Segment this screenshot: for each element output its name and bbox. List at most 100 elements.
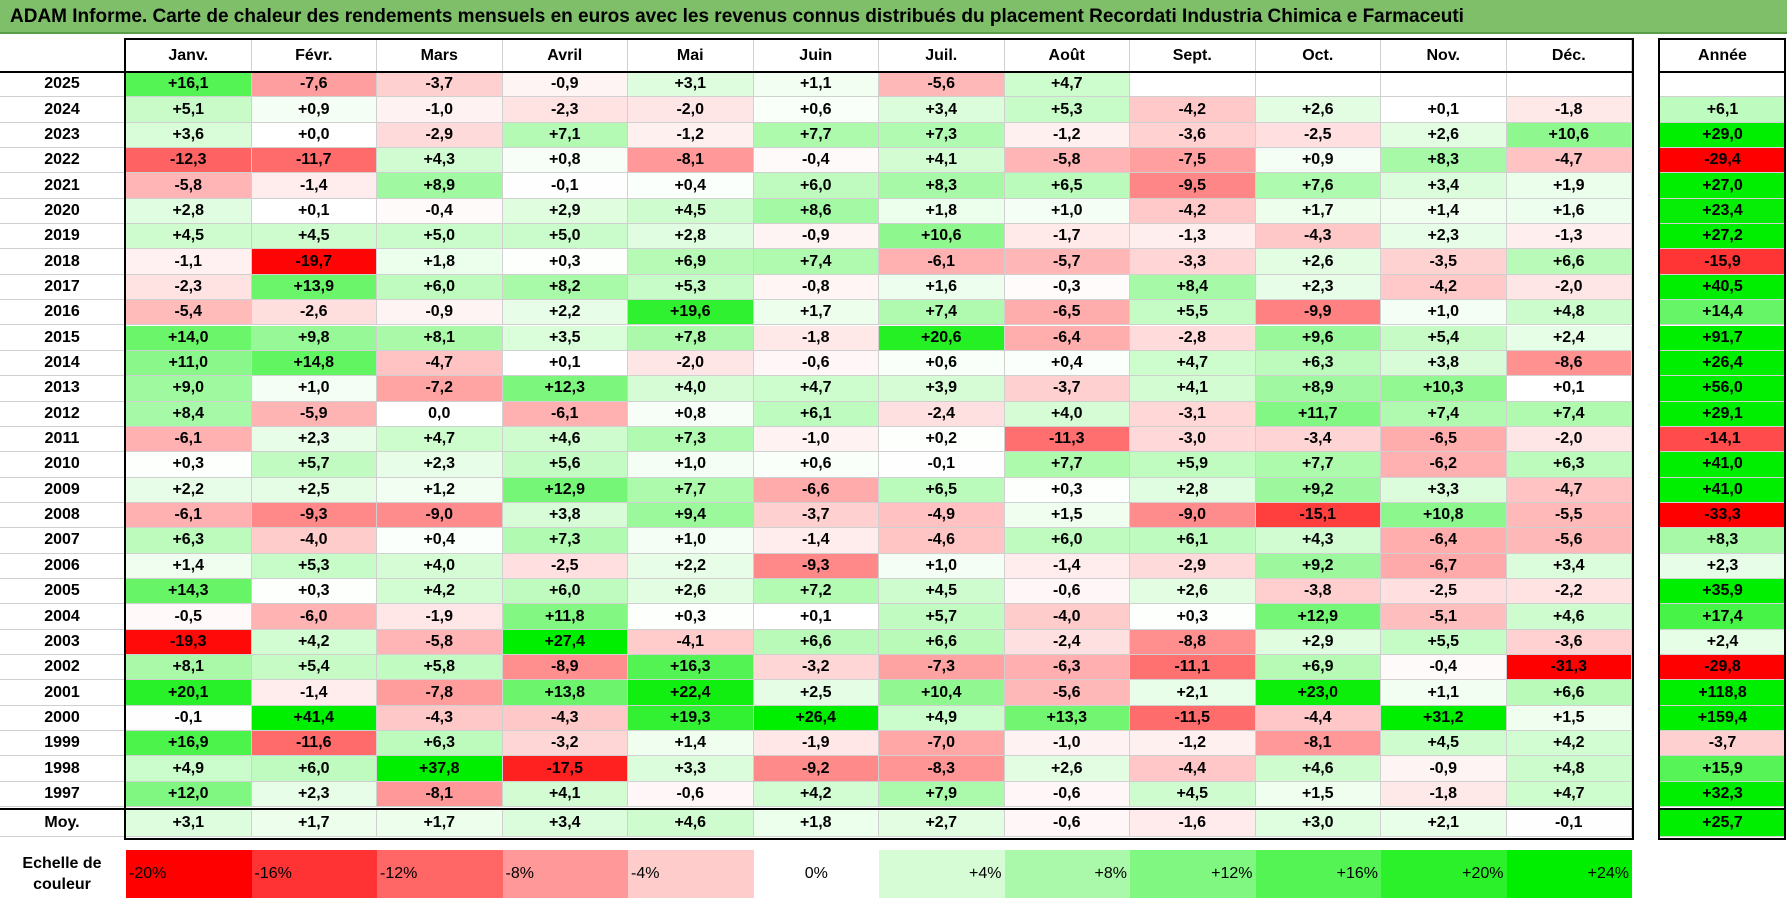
heatmap-cell: -8,1	[377, 781, 503, 808]
heatmap-cell: -5,4	[126, 300, 252, 326]
heatmap-cell: +0,1	[1381, 97, 1507, 123]
heatmap-cell: -1,0	[753, 426, 879, 453]
heatmap-cell: +9,0	[126, 376, 252, 402]
heatmap-cell: -1,9	[753, 731, 879, 757]
heatmap-cell: +12,0	[126, 781, 252, 808]
heatmap-cell: -1,2	[628, 122, 754, 149]
heatmap-cell: +4,2	[377, 579, 503, 605]
heatmap-cell: +7,7	[753, 122, 879, 149]
heatmap-cell: +3,3	[628, 756, 754, 782]
heatmap-cell: +1,4	[1381, 198, 1507, 225]
heatmap-cell: -0,6	[1004, 579, 1130, 605]
heatmap-cell: +4,2	[1506, 731, 1632, 757]
month-header: Nov.	[1381, 39, 1507, 72]
heatmap-cell: -1,7	[1004, 224, 1130, 250]
heatmap-cell: +8,1	[126, 655, 252, 681]
heatmap-cell: +4,5	[1130, 781, 1256, 808]
heatmap-cell: +0,3	[251, 579, 377, 605]
month-header: Janv.	[126, 39, 252, 72]
heatmap-cell: +1,0	[251, 376, 377, 402]
annual-cell: +8,3	[1660, 528, 1786, 554]
heatmap-cell: -4,4	[1130, 756, 1256, 782]
heatmap-cell: -4,6	[879, 528, 1005, 554]
heatmap-cell: -9,3	[251, 502, 377, 529]
heatmap-cell: +5,7	[879, 604, 1005, 630]
annual-cell: +27,0	[1660, 173, 1786, 199]
annual-cell: +40,5	[1660, 274, 1786, 301]
heatmap-cell: +2,3	[1255, 274, 1381, 301]
heatmap-cell: +12,3	[502, 376, 628, 402]
heatmap-cell: -2,5	[502, 553, 628, 579]
heatmap-cell: +4,0	[628, 376, 754, 402]
heatmap-cell: -4,4	[1255, 705, 1381, 732]
heatmap-cell: +1,7	[753, 300, 879, 326]
year-label: 2017	[0, 275, 124, 301]
heatmap-cell: +4,2	[251, 629, 377, 656]
heatmap-cell: +3,9	[879, 376, 1005, 402]
heatmap-cell: -7,0	[879, 731, 1005, 757]
heatmap-cell: +7,7	[628, 477, 754, 503]
average-cell: -0,6	[1004, 810, 1130, 838]
heatmap-cell: +1,1	[1381, 680, 1507, 706]
year-label: 2023	[0, 123, 124, 149]
heatmap-cell: +1,0	[628, 528, 754, 554]
heatmap-cell: -6,6	[753, 477, 879, 503]
heatmap-cell: +1,5	[1506, 705, 1632, 732]
average-label: Moy.	[0, 810, 124, 838]
annual-cell: +41,0	[1660, 477, 1786, 503]
heatmap-cell: +2,6	[628, 579, 754, 605]
heatmap-cell: -3,4	[1255, 426, 1381, 453]
heatmap-cell: -6,3	[1004, 655, 1130, 681]
annual-cell: +32,3	[1660, 781, 1786, 808]
heatmap-cell: -4,2	[1381, 274, 1507, 301]
heatmap-cell: +7,2	[753, 579, 879, 605]
month-header: Août	[1005, 39, 1130, 72]
heatmap-cell: +8,9	[377, 173, 503, 199]
heatmap-cell: -6,2	[1381, 452, 1507, 478]
month-header: Mars	[377, 39, 503, 72]
year-label: 2021	[0, 173, 124, 199]
heatmap-cell: -2,4	[1004, 629, 1130, 656]
heatmap-cell: -6,1	[502, 401, 628, 427]
year-label: 2012	[0, 402, 124, 427]
heatmap-cell: -6,1	[126, 502, 252, 529]
heatmap-cell: +19,3	[628, 705, 754, 732]
annual-cell: -29,8	[1660, 655, 1786, 681]
heatmap-cell: +4,2	[753, 781, 879, 808]
heatmap-cell: +0,4	[377, 528, 503, 554]
heatmap-cell: +2,4	[1506, 325, 1632, 351]
heatmap-cell: -9,2	[753, 756, 879, 782]
heatmap-cell: +4,8	[1506, 756, 1632, 782]
heatmap-cell: -1,4	[1004, 553, 1130, 579]
heatmap-cell: -11,5	[1130, 705, 1256, 732]
heatmap-cell: -3,6	[1506, 629, 1632, 656]
heatmap-cell: -3,7	[753, 502, 879, 529]
heatmap-cell: +4,6	[1255, 756, 1381, 782]
heatmap-cell: 0,0	[377, 401, 503, 427]
heatmap-cell: +4,7	[1506, 781, 1632, 808]
heatmap-cell: +4,5	[1381, 731, 1507, 757]
heatmap-cell: -3,5	[1381, 249, 1507, 275]
heatmap-cell: -8,3	[879, 756, 1005, 782]
heatmap-cell: -2,2	[1506, 579, 1632, 605]
heatmap-cell: -2,0	[628, 350, 754, 377]
annual-cell: -29,4	[1660, 148, 1786, 174]
heatmap-cell: +8,2	[502, 274, 628, 301]
color-scale-label: Echelle de couleur	[0, 853, 124, 895]
heatmap-cell: +1,1	[753, 72, 879, 98]
heatmap-cell: +8,1	[377, 325, 503, 351]
heatmap-cell: +4,3	[1255, 528, 1381, 554]
heatmap-cell: +0,4	[628, 173, 754, 199]
heatmap-cell: +6,0	[1004, 528, 1130, 554]
heatmap-cell: +0,1	[251, 198, 377, 225]
heatmap-cell: +10,8	[1381, 502, 1507, 529]
heatmap-cell: +2,2	[628, 553, 754, 579]
year-label: 2010	[0, 452, 124, 478]
heatmap-cell: -0,1	[126, 705, 252, 732]
heatmap-cell: -5,6	[1004, 680, 1130, 706]
heatmap-cell	[1506, 72, 1632, 98]
color-scale-step: +12%	[1130, 850, 1256, 898]
heatmap-cell: +1,0	[628, 452, 754, 478]
color-scale-label-line1: Echelle de	[22, 855, 102, 872]
heatmap-cell: -6,1	[126, 426, 252, 453]
